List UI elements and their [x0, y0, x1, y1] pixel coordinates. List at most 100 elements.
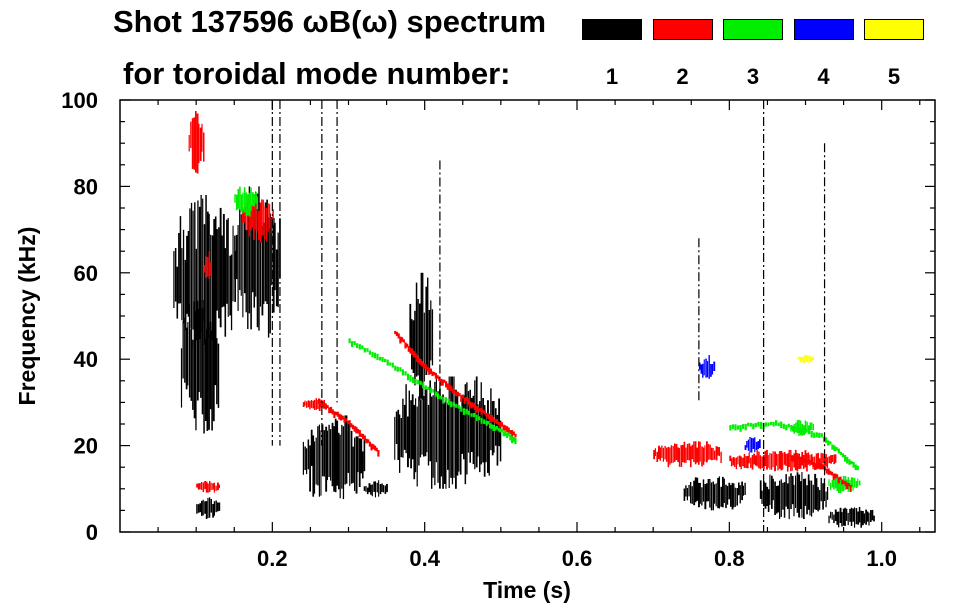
spectral-streak	[196, 113, 199, 174]
chirp-segment	[739, 425, 742, 432]
spectral-streak	[318, 424, 320, 497]
spectral-streak	[263, 222, 265, 305]
chirp-segment	[450, 385, 453, 391]
legend-label-mode-2: 2	[676, 64, 689, 89]
chirp-segment	[456, 391, 459, 396]
spectral-streak	[698, 441, 700, 465]
chirp-segment	[326, 405, 329, 409]
chirp-segment	[377, 450, 380, 457]
spectral-streak	[211, 235, 214, 341]
chirp-mode-3	[348, 338, 517, 445]
spectral-streak	[693, 441, 695, 462]
chirp-segment	[846, 456, 849, 464]
legend-swatch-mode-4	[793, 19, 854, 40]
spectral-streak	[269, 203, 271, 229]
spectral-streak	[456, 391, 459, 476]
chirp-mode-2	[318, 398, 380, 457]
spectral-streak	[801, 472, 803, 518]
chirp-segment	[514, 437, 517, 445]
spectral-streak	[664, 446, 666, 460]
chirp-segment	[767, 422, 770, 427]
spectral-streak	[362, 451, 364, 479]
spectral-streak	[245, 229, 247, 313]
spectral-streak	[197, 483, 200, 490]
x-tick-label: 1.0	[866, 546, 897, 571]
spectral-streak	[674, 443, 676, 462]
chirp-segment	[813, 432, 816, 438]
spectral-streak	[426, 388, 428, 453]
spectral-streak	[654, 448, 656, 456]
spectral-streak	[461, 394, 463, 454]
spectral-streak	[221, 235, 223, 308]
spectral-streak	[712, 481, 714, 511]
spectral-streak	[710, 447, 713, 461]
spectral-streak	[755, 441, 758, 451]
spectral-streak	[815, 453, 818, 470]
spectral-streak	[729, 455, 732, 462]
spectral-streak	[427, 404, 430, 466]
spectral-streak	[775, 453, 777, 466]
spectral-streak	[226, 219, 228, 304]
spectral-streak	[180, 348, 183, 408]
chirp-segment	[848, 459, 851, 465]
spectral-streak	[772, 478, 774, 501]
chirp-segment	[321, 401, 324, 408]
spectral-streak	[230, 254, 233, 331]
spectral-streak	[242, 192, 244, 214]
chirp-segment	[815, 432, 818, 438]
spectral-streak	[472, 395, 475, 465]
chirp-segment	[376, 353, 379, 361]
spectral-streak	[753, 453, 755, 465]
x-tick-label: 0.6	[562, 546, 593, 571]
spectral-streak	[189, 208, 191, 328]
chirp-segment	[441, 379, 444, 386]
spectral-streak	[241, 208, 244, 223]
spectral-streak	[777, 485, 780, 513]
chirp-segment	[815, 463, 818, 468]
spectral-streak	[190, 202, 193, 347]
legend-swatch-mode-2	[652, 19, 713, 40]
chirp-segment	[770, 421, 773, 425]
chirp-mode-3	[729, 420, 859, 471]
spectral-streak	[662, 447, 664, 462]
spectral-streak	[841, 479, 843, 492]
spectral-streak	[778, 451, 781, 469]
spectral-streak	[247, 202, 249, 329]
spectral-streak	[685, 447, 687, 463]
chirp-segment	[509, 434, 512, 441]
chirp-segment	[384, 358, 387, 363]
chirp-segment	[472, 413, 476, 418]
chirp-segment	[812, 462, 815, 468]
chirp-segment	[825, 437, 828, 443]
chirp-segment	[463, 397, 466, 404]
spectral-blob-mode-2	[241, 199, 274, 243]
x-tick-label: 0.8	[714, 546, 745, 571]
spectral-streak	[804, 354, 806, 363]
chirp-segment	[404, 371, 407, 376]
chirp-segment	[419, 380, 422, 385]
spectral-streak	[203, 299, 205, 434]
spectral-streak	[667, 446, 670, 468]
spectral-streak	[358, 438, 361, 487]
spectral-streak	[857, 478, 859, 487]
chirp-segment	[351, 424, 355, 430]
chirp-segment	[424, 385, 427, 390]
spectral-streak	[823, 479, 826, 501]
spectral-streak	[187, 231, 190, 317]
spectral-streak	[318, 400, 321, 411]
spectral-streak	[682, 444, 684, 463]
chirp-segment	[772, 421, 775, 427]
spectral-streak	[232, 225, 234, 302]
spectral-streak	[828, 515, 830, 524]
spectral-streak	[852, 477, 854, 491]
spectral-streak	[834, 509, 837, 521]
spectral-streak	[739, 485, 741, 504]
chirp-segment	[399, 367, 402, 372]
chirp-segment	[404, 342, 407, 349]
chirp-segment	[511, 430, 514, 438]
spectral-streak	[365, 486, 367, 492]
spectral-streak	[310, 400, 313, 408]
chirp-segment	[439, 396, 443, 400]
spectral-streak	[330, 429, 332, 481]
spectral-streak	[428, 310, 431, 373]
